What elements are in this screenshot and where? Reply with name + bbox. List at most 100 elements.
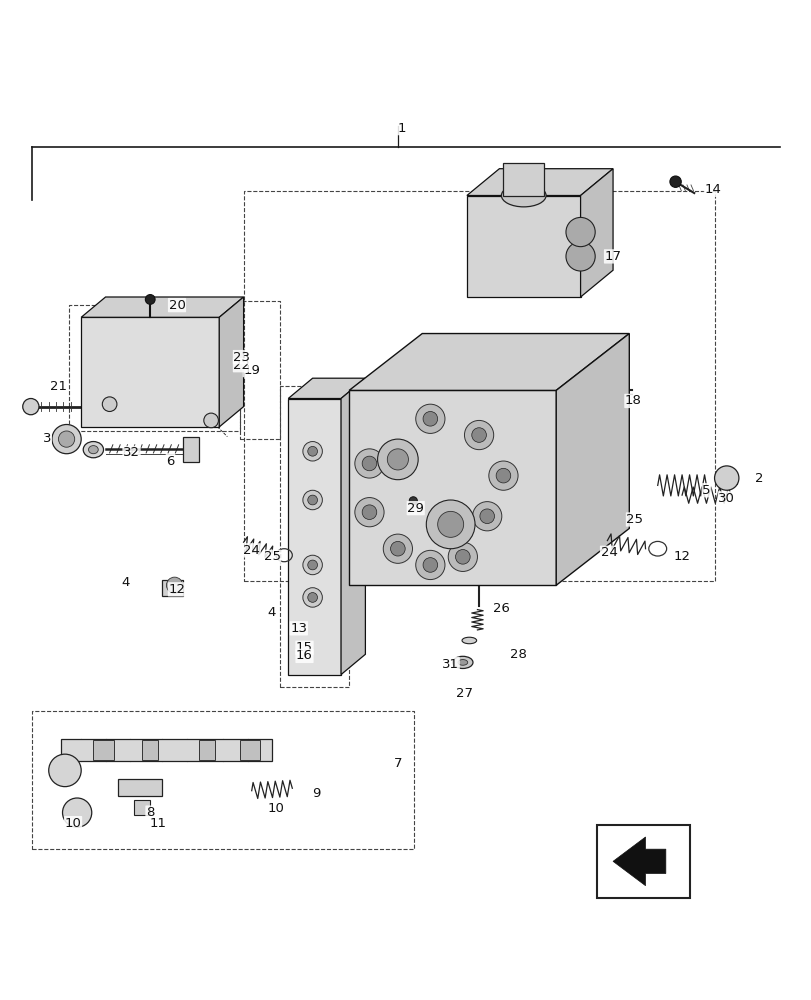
Circle shape <box>307 593 317 602</box>
Text: 25: 25 <box>264 550 280 563</box>
Circle shape <box>307 560 317 570</box>
Text: 4: 4 <box>122 576 130 589</box>
Text: 6: 6 <box>166 455 174 468</box>
Bar <box>118 779 162 796</box>
Text: 9: 9 <box>312 787 320 800</box>
Circle shape <box>479 509 494 524</box>
Text: 19: 19 <box>243 364 260 377</box>
Text: 29: 29 <box>407 502 423 515</box>
Bar <box>715 472 736 484</box>
Circle shape <box>303 490 322 510</box>
Ellipse shape <box>457 660 467 665</box>
Text: 13: 13 <box>290 622 307 635</box>
Circle shape <box>390 541 405 556</box>
Text: 10: 10 <box>268 802 284 815</box>
Circle shape <box>377 439 418 480</box>
Circle shape <box>383 534 412 563</box>
Text: 8: 8 <box>146 806 154 819</box>
Text: 25: 25 <box>626 513 642 526</box>
Polygon shape <box>349 390 556 585</box>
Polygon shape <box>81 297 243 317</box>
Circle shape <box>437 511 463 537</box>
Polygon shape <box>341 378 365 675</box>
Circle shape <box>409 497 417 505</box>
Bar <box>182 437 199 462</box>
Circle shape <box>669 176 680 187</box>
Circle shape <box>307 446 317 456</box>
Polygon shape <box>466 196 580 297</box>
Polygon shape <box>466 169 612 196</box>
Circle shape <box>23 398 39 415</box>
Text: 24: 24 <box>243 544 260 557</box>
Text: 16: 16 <box>296 649 312 662</box>
Text: 23: 23 <box>234 351 250 364</box>
Ellipse shape <box>84 442 104 458</box>
Circle shape <box>303 555 322 575</box>
Circle shape <box>52 424 81 454</box>
Polygon shape <box>349 334 629 390</box>
Circle shape <box>426 500 474 549</box>
Circle shape <box>354 449 384 478</box>
Text: 28: 28 <box>509 648 526 661</box>
Text: 27: 27 <box>456 687 472 700</box>
Circle shape <box>714 466 738 490</box>
Circle shape <box>204 413 218 428</box>
Text: 4: 4 <box>268 606 276 619</box>
Bar <box>134 800 150 815</box>
Circle shape <box>62 798 92 827</box>
Text: 26: 26 <box>493 602 509 615</box>
Text: 12: 12 <box>673 550 689 563</box>
Text: 3: 3 <box>43 432 51 445</box>
Polygon shape <box>288 398 341 675</box>
Circle shape <box>455 550 470 564</box>
Text: 1: 1 <box>397 122 406 135</box>
Circle shape <box>496 468 510 483</box>
Circle shape <box>307 495 317 505</box>
Text: 5: 5 <box>702 484 710 497</box>
Text: 32: 32 <box>123 446 139 459</box>
Text: 12: 12 <box>169 583 185 596</box>
Polygon shape <box>556 334 629 585</box>
Bar <box>142 740 158 760</box>
Circle shape <box>166 577 182 593</box>
Text: 20: 20 <box>169 299 185 312</box>
Text: 11: 11 <box>150 817 166 830</box>
Circle shape <box>58 431 75 447</box>
Circle shape <box>362 456 376 471</box>
Text: 14: 14 <box>704 183 720 196</box>
Text: 22: 22 <box>234 359 250 372</box>
Text: 7: 7 <box>393 757 401 770</box>
Bar <box>93 740 114 760</box>
Circle shape <box>145 295 155 304</box>
Bar <box>239 740 260 760</box>
Bar <box>61 739 272 761</box>
Polygon shape <box>81 317 219 427</box>
Circle shape <box>354 498 384 527</box>
Circle shape <box>565 217 594 247</box>
Circle shape <box>387 449 408 470</box>
Ellipse shape <box>452 656 472 668</box>
Bar <box>199 740 215 760</box>
Circle shape <box>303 442 322 461</box>
Circle shape <box>448 542 477 571</box>
Text: 24: 24 <box>600 546 616 559</box>
Text: 31: 31 <box>442 658 458 671</box>
Polygon shape <box>219 297 243 427</box>
Circle shape <box>415 550 444 580</box>
Circle shape <box>565 242 594 271</box>
Text: 17: 17 <box>604 250 620 263</box>
Ellipse shape <box>88 446 98 454</box>
Polygon shape <box>580 169 612 297</box>
Polygon shape <box>288 378 365 398</box>
Circle shape <box>464 420 493 450</box>
Text: 30: 30 <box>718 492 734 505</box>
Circle shape <box>49 754 81 787</box>
Text: 21: 21 <box>50 380 67 393</box>
Ellipse shape <box>461 637 476 644</box>
Circle shape <box>423 558 437 572</box>
Circle shape <box>415 404 444 433</box>
Circle shape <box>488 461 517 490</box>
Ellipse shape <box>501 184 546 207</box>
Circle shape <box>362 505 376 519</box>
Bar <box>503 163 543 196</box>
